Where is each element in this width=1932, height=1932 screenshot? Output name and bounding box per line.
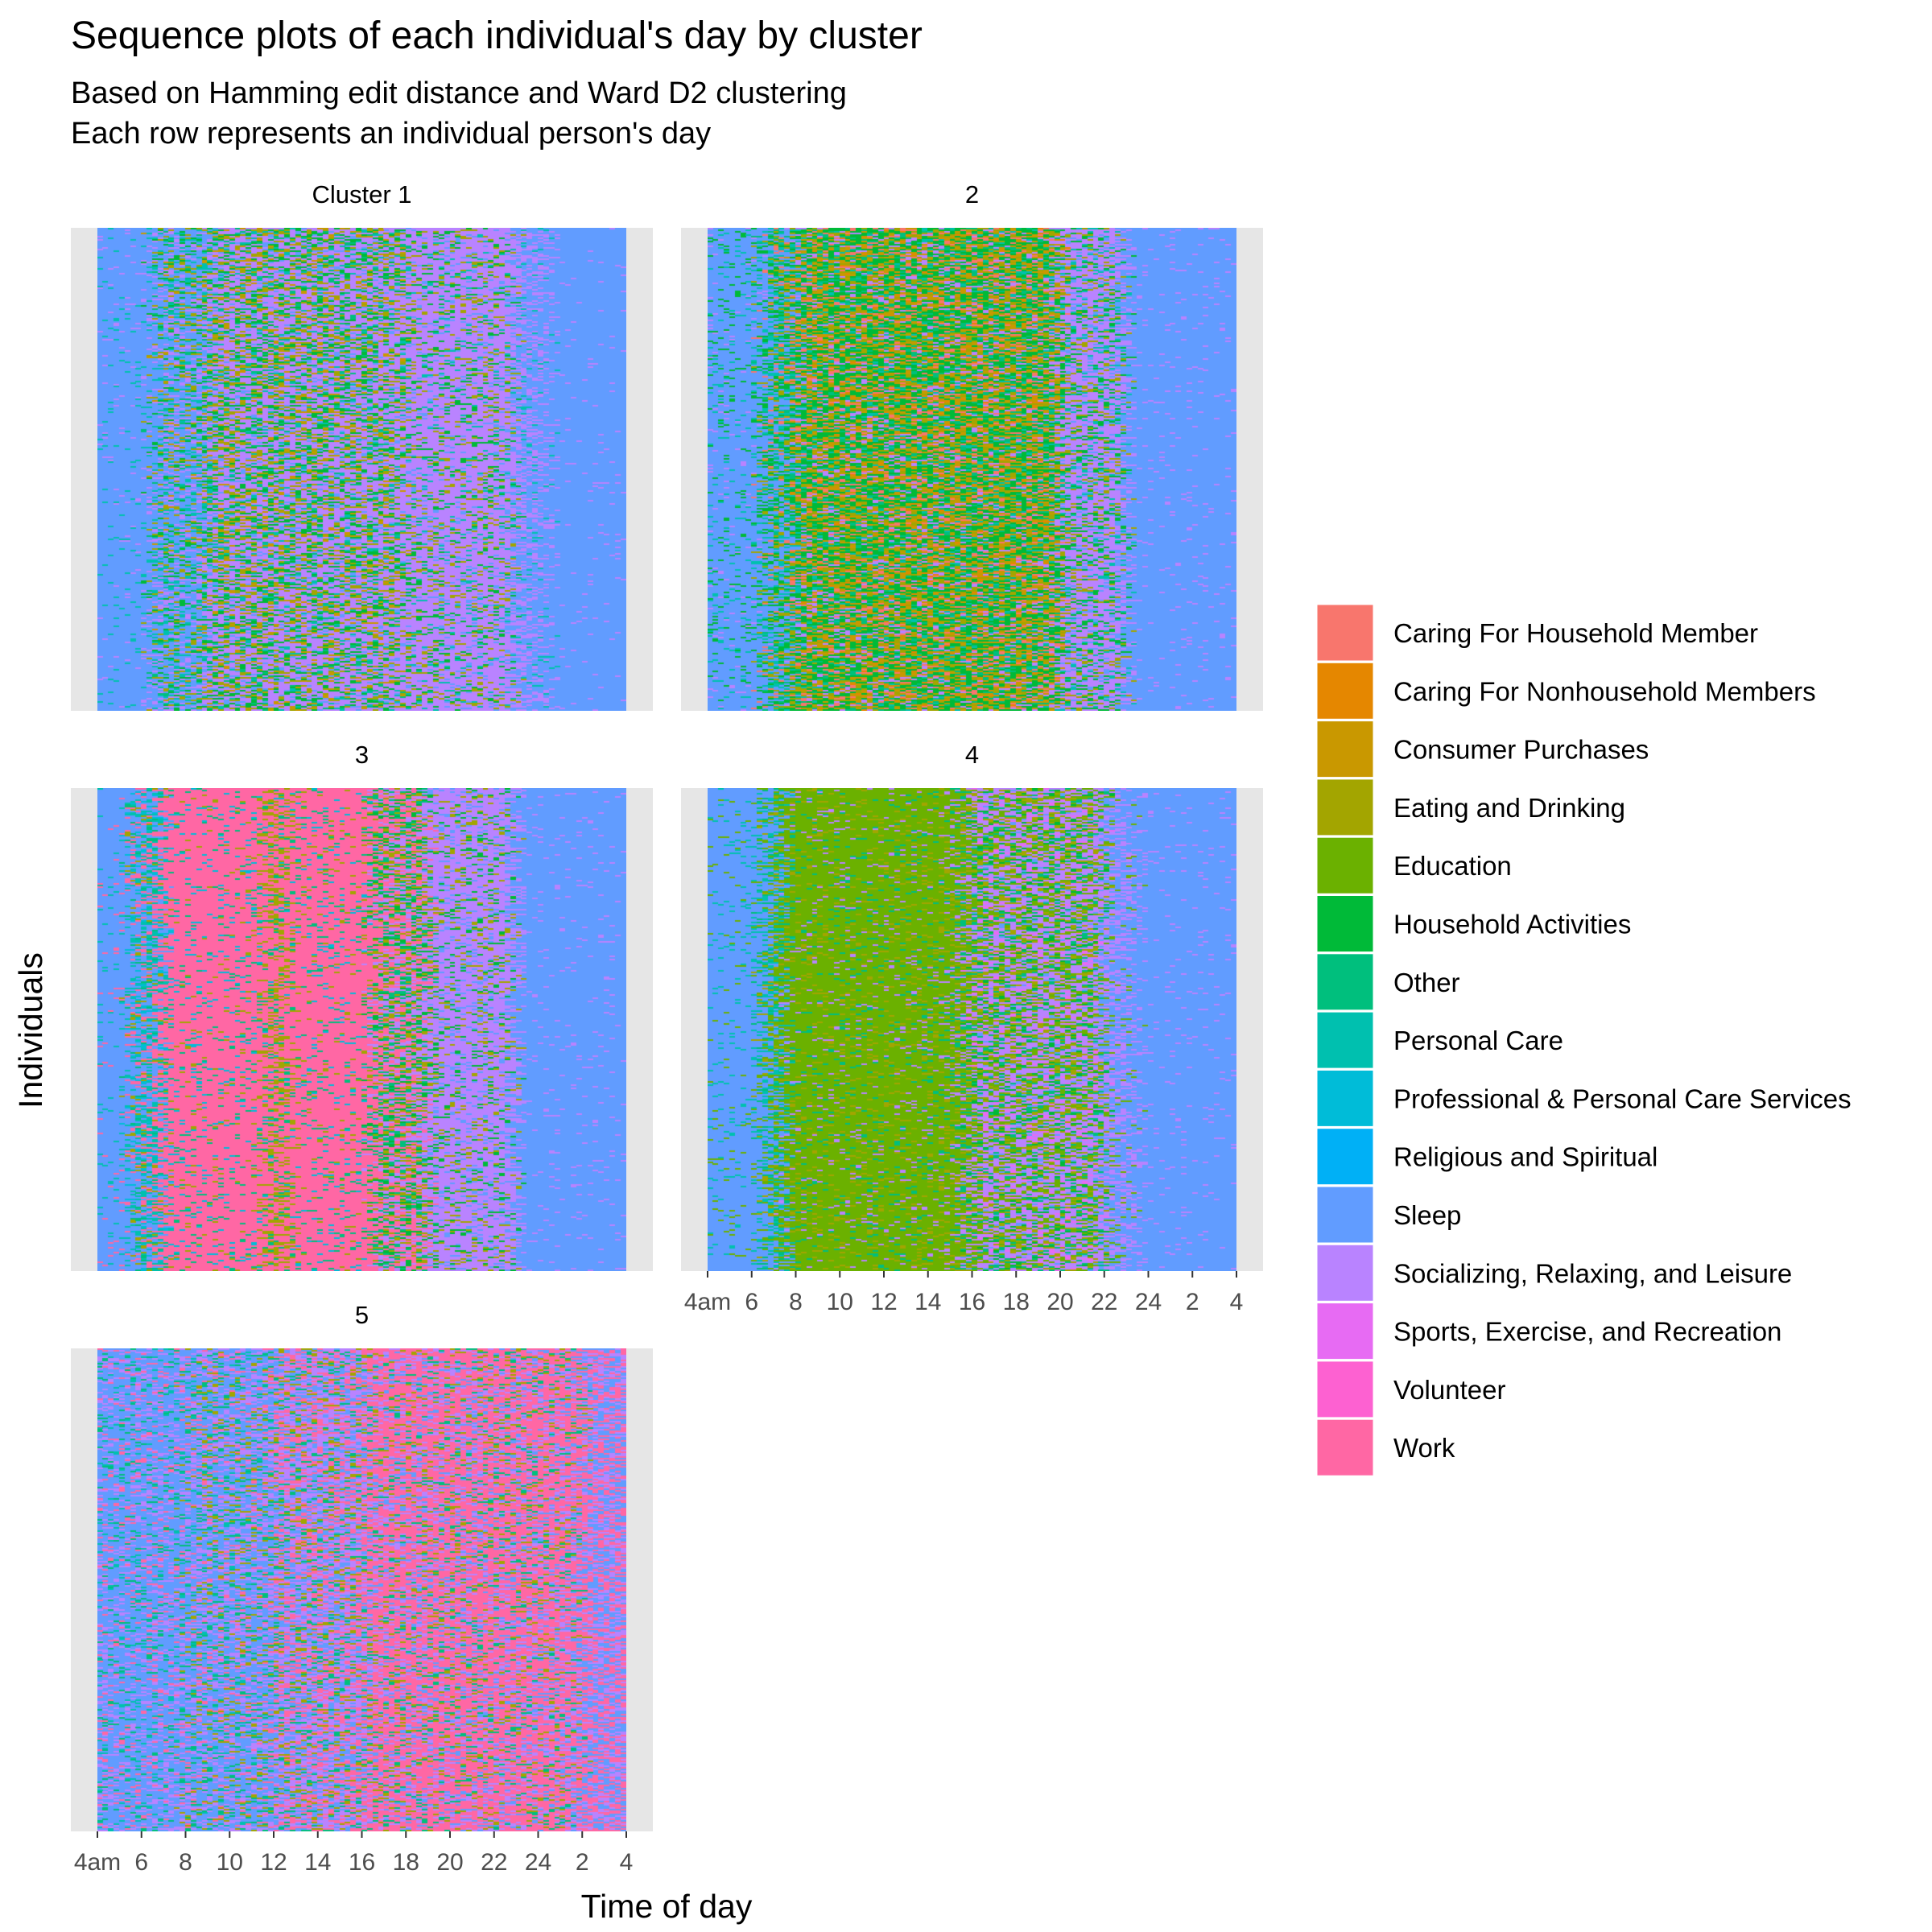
x-tick-label: 20 bbox=[1046, 1289, 1073, 1315]
sequence-raster bbox=[708, 228, 1236, 711]
legend-label: Caring For Nonhousehold Members bbox=[1393, 676, 1816, 706]
x-tick-label: 4am bbox=[74, 1849, 121, 1876]
legend-label: Consumer Purchases bbox=[1393, 735, 1649, 765]
x-tick-label: 22 bbox=[481, 1849, 507, 1876]
legend-item: Household Activities bbox=[1316, 895, 1631, 952]
legend-swatch bbox=[1316, 1244, 1374, 1302]
legend-item: Sleep bbox=[1316, 1186, 1461, 1244]
legend-swatch bbox=[1316, 778, 1374, 836]
legend-item: Sports, Exercise, and Recreation bbox=[1316, 1302, 1781, 1360]
legend-item: Volunteer bbox=[1316, 1360, 1505, 1418]
x-tick-label: 6 bbox=[134, 1849, 148, 1876]
x-tick-label: 18 bbox=[1003, 1289, 1030, 1315]
sequence-raster bbox=[708, 788, 1236, 1271]
x-tick-label: 8 bbox=[789, 1289, 803, 1315]
x-tick-label: 20 bbox=[436, 1849, 463, 1876]
legend-swatch bbox=[1316, 1418, 1374, 1476]
legend-item: Professional & Personal Care Services bbox=[1316, 1069, 1852, 1127]
legend-item: Caring For Household Member bbox=[1316, 604, 1758, 662]
legend-swatch bbox=[1316, 1069, 1374, 1127]
panel-1: Cluster 1 bbox=[71, 180, 653, 711]
legend-swatch bbox=[1316, 836, 1374, 894]
x-tick-label: 6 bbox=[745, 1289, 758, 1315]
x-tick-label: 24 bbox=[525, 1849, 551, 1876]
legend-label: Other bbox=[1393, 968, 1460, 997]
panel-2: 2 bbox=[681, 180, 1263, 711]
panel-3: 3 bbox=[71, 741, 653, 1271]
legend-label: Sports, Exercise, and Recreation bbox=[1393, 1317, 1781, 1347]
x-axis: 4am 6 8 10 12 14 16 18 20 22 24 2 4 bbox=[684, 1271, 1244, 1315]
x-tick-label: 22 bbox=[1091, 1289, 1117, 1315]
legend-item: Other bbox=[1316, 953, 1460, 1011]
x-tick-label: 14 bbox=[304, 1849, 331, 1876]
x-tick-label: 10 bbox=[217, 1849, 243, 1876]
legend-swatch bbox=[1316, 720, 1374, 778]
legend-label: Household Activities bbox=[1393, 910, 1631, 939]
x-tick-label: 16 bbox=[349, 1849, 375, 1876]
legend-label: Professional & Personal Care Services bbox=[1393, 1084, 1852, 1113]
legend-label: Work bbox=[1393, 1433, 1455, 1463]
sequence-raster bbox=[97, 228, 626, 711]
legend-label: Religious and Spiritual bbox=[1393, 1142, 1657, 1172]
chart-subtitle-line-2: Each row represents an individual person… bbox=[71, 117, 711, 151]
legend-swatch bbox=[1316, 662, 1374, 720]
sequence-raster bbox=[97, 1348, 626, 1831]
legend-item: Socializing, Relaxing, and Leisure bbox=[1316, 1244, 1792, 1302]
panel-strip-label: Cluster 1 bbox=[312, 180, 411, 208]
legend-swatch bbox=[1316, 1011, 1374, 1069]
legend-item: Work bbox=[1316, 1418, 1455, 1476]
x-axis-title: Time of day bbox=[581, 1888, 753, 1925]
x-tick-label: 24 bbox=[1135, 1289, 1162, 1315]
legend-swatch bbox=[1316, 895, 1374, 952]
legend-swatch bbox=[1316, 1302, 1374, 1360]
x-tick-label: 16 bbox=[959, 1289, 985, 1315]
chart-title: Sequence plots of each individual's day … bbox=[71, 14, 923, 57]
legend: Caring For Household Member Caring For No… bbox=[1316, 604, 1852, 1476]
x-tick-label: 12 bbox=[260, 1849, 287, 1876]
legend-item: Eating and Drinking bbox=[1316, 778, 1625, 836]
x-tick-label: 18 bbox=[393, 1849, 419, 1876]
legend-item: Religious and Spiritual bbox=[1316, 1128, 1657, 1186]
x-axis: 4am 6 8 10 12 14 16 18 20 22 24 2 4 bbox=[74, 1831, 634, 1876]
legend-label: Eating and Drinking bbox=[1393, 793, 1625, 823]
legend-item: Caring For Nonhousehold Members bbox=[1316, 662, 1816, 720]
legend-item: Education bbox=[1316, 836, 1512, 894]
legend-label: Education bbox=[1393, 851, 1512, 881]
legend-swatch bbox=[1316, 1128, 1374, 1186]
panel-strip-label: 4 bbox=[965, 741, 979, 769]
x-tick-label: 4 bbox=[1230, 1289, 1244, 1315]
legend-item: Personal Care bbox=[1316, 1011, 1563, 1069]
panel-strip-label: 2 bbox=[965, 180, 979, 208]
legend-swatch bbox=[1316, 1360, 1374, 1418]
panel-strip-label: 5 bbox=[355, 1301, 369, 1329]
legend-swatch bbox=[1316, 1186, 1374, 1244]
x-tick-label: 10 bbox=[827, 1289, 853, 1315]
chart-subtitle-line-1: Based on Hamming edit distance and Ward … bbox=[71, 76, 847, 110]
legend-label: Volunteer bbox=[1393, 1375, 1505, 1405]
x-tick-label: 12 bbox=[870, 1289, 897, 1315]
legend-label: Sleep bbox=[1393, 1200, 1461, 1230]
x-tick-label: 4 bbox=[620, 1849, 634, 1876]
legend-label: Personal Care bbox=[1393, 1026, 1563, 1055]
legend-item: Consumer Purchases bbox=[1316, 720, 1649, 778]
x-tick-label: 2 bbox=[1186, 1289, 1199, 1315]
x-tick-label: 4am bbox=[684, 1289, 731, 1315]
panel-strip-label: 3 bbox=[355, 741, 369, 769]
legend-swatch bbox=[1316, 604, 1374, 662]
x-tick-label: 8 bbox=[179, 1849, 192, 1876]
x-tick-label: 14 bbox=[914, 1289, 941, 1315]
legend-label: Socializing, Relaxing, and Leisure bbox=[1393, 1258, 1792, 1288]
y-axis-title: Individuals bbox=[12, 952, 49, 1108]
legend-label: Caring For Household Member bbox=[1393, 618, 1758, 648]
sequence-raster bbox=[97, 788, 626, 1271]
legend-swatch bbox=[1316, 953, 1374, 1011]
x-tick-label: 2 bbox=[576, 1849, 589, 1876]
